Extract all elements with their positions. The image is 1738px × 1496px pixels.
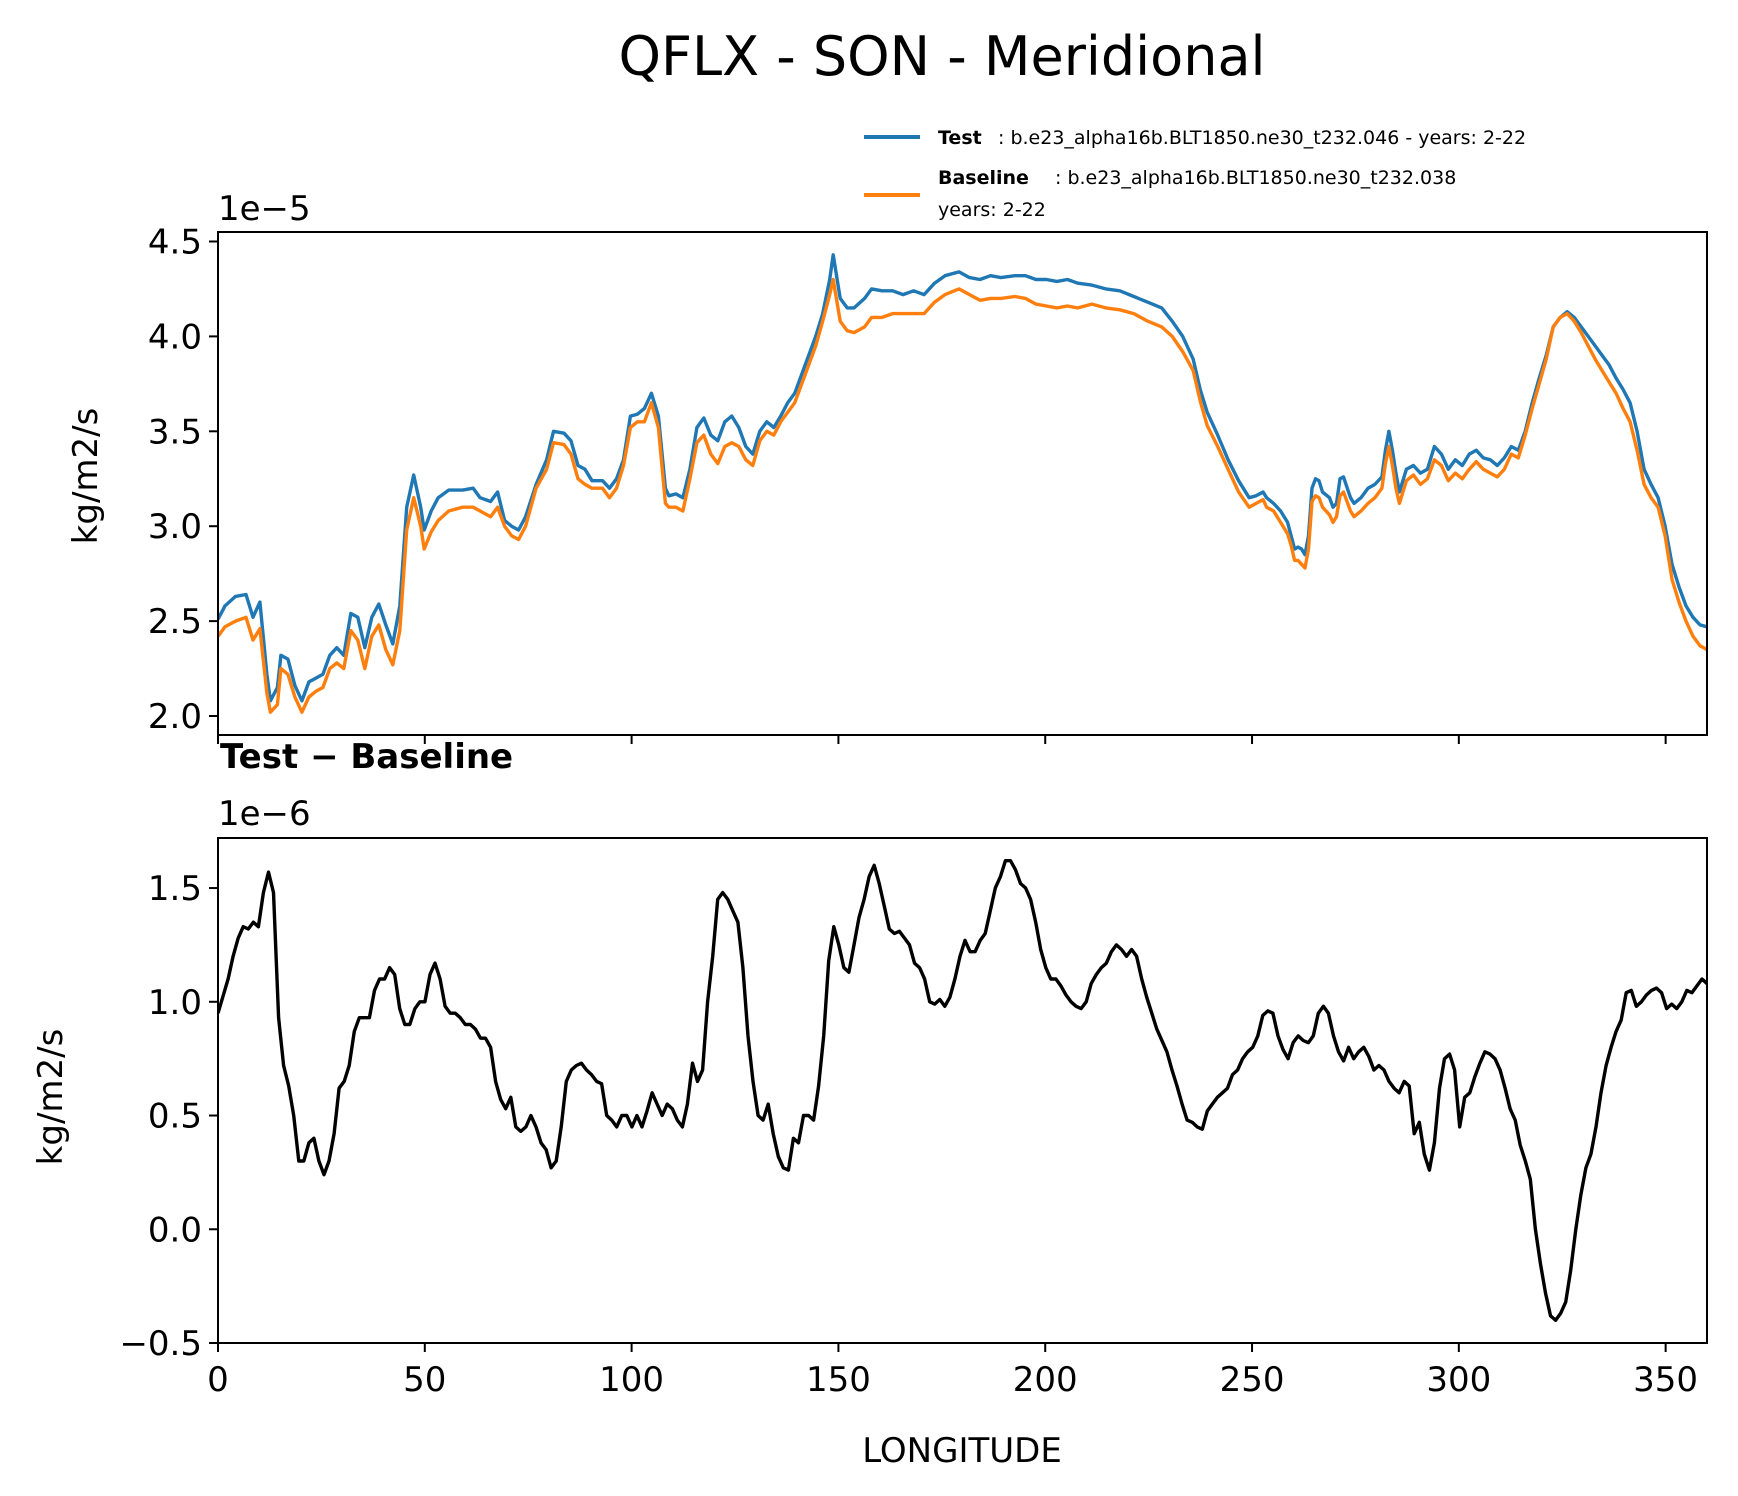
bottom-series [218, 859, 1707, 1323]
legend: Test : b.e23_alpha16b.BLT1850.ne30_t232.… [864, 127, 1526, 221]
top-series-line-1 [218, 277, 1707, 714]
chart-title: QFLX - SON - Meridional [618, 25, 1265, 88]
bottom-y-tick-label: 0.0 [148, 1210, 202, 1250]
bottom-y-tick-label: 1.5 [148, 869, 202, 909]
bottom-series-line-0 [218, 859, 1707, 1323]
top-y-tick-label: 2.0 [148, 697, 202, 737]
bottom-y-ticks: −0.5 0.0 0.5 1.0 1.5 [119, 869, 218, 1364]
bottom-y-tick-label: 0.5 [148, 1097, 202, 1137]
x-tick-label: 300 [1426, 1360, 1491, 1400]
top-y-tick-label: 4.0 [148, 317, 202, 357]
bottom-y-tick-label: 1.0 [148, 983, 202, 1023]
top-panel: 1e−5 kg/m2/s 2.0 2.5 3.0 3.5 4.0 4.5 [66, 189, 1708, 744]
bottom-axes-frame [217, 837, 1708, 1344]
legend-label-test: Test [938, 127, 982, 149]
legend-desc-test: : b.e23_alpha16b.BLT1850.ne30_t232.046 -… [998, 127, 1526, 149]
top-x-ticks [217, 735, 1667, 744]
top-axes-frame [217, 231, 1708, 736]
top-series-line-0 [218, 253, 1707, 703]
top-series [218, 253, 1707, 714]
top-offset-text: 1e−5 [218, 189, 311, 229]
bottom-panel: Test − Baseline 1e−6 kg/m2/s −0.5 0.0 0.5 1… [31, 737, 1708, 1400]
x-tick-label: 350 [1633, 1360, 1698, 1400]
top-y-tick-label: 4.5 [148, 222, 202, 262]
bottom-offset-text: 1e−6 [218, 794, 311, 834]
bottom-y-tick-label: −0.5 [119, 1324, 202, 1364]
top-ylabel: kg/m2/s [66, 408, 106, 545]
top-y-ticks: 2.0 2.5 3.0 3.5 4.0 4.5 [148, 222, 218, 737]
top-y-tick-label: 3.5 [148, 412, 202, 452]
x-tick-label: 200 [1013, 1360, 1078, 1400]
x-tick-label: 100 [599, 1360, 664, 1400]
x-tick-label: 250 [1220, 1360, 1285, 1400]
x-tick-label: 150 [806, 1360, 871, 1400]
legend-desc2-baseline: years: 2-22 [938, 199, 1046, 221]
x-tick-label: 50 [403, 1360, 446, 1400]
bottom-subtitle: Test − Baseline [220, 737, 513, 777]
x-axis-label: LONGITUDE [862, 1431, 1062, 1471]
bottom-ylabel: kg/m2/s [31, 1029, 71, 1166]
legend-label-baseline: Baseline [938, 167, 1029, 189]
bottom-x-ticks: 0 50 100 150 200 250 300 350 [207, 1343, 1698, 1400]
top-y-tick-label: 3.0 [148, 507, 202, 547]
top-y-tick-label: 2.5 [148, 602, 202, 642]
legend-desc-baseline: : b.e23_alpha16b.BLT1850.ne30_t232.038 [1055, 167, 1456, 189]
x-tick-label: 0 [207, 1360, 229, 1400]
